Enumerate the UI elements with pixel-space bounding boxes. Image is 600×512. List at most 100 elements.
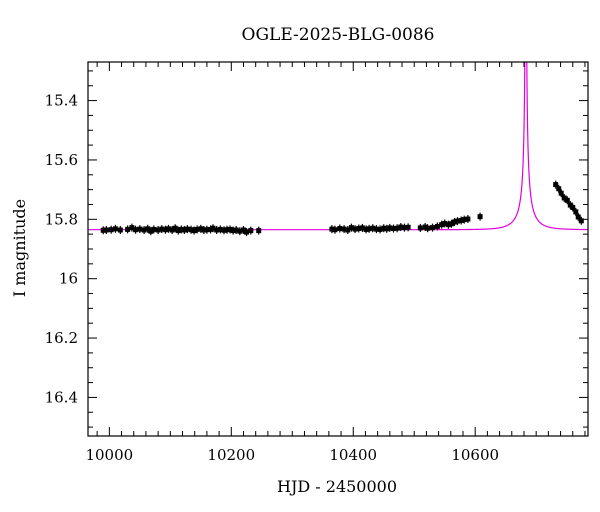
point-marker bbox=[210, 225, 216, 231]
data-point bbox=[356, 224, 362, 233]
data-point bbox=[141, 226, 147, 235]
point-marker bbox=[181, 227, 187, 233]
data-point bbox=[570, 203, 576, 212]
x-tick-label: 10000 bbox=[85, 446, 133, 464]
data-point bbox=[458, 216, 464, 225]
y-tick-label: 16.2 bbox=[45, 329, 78, 347]
point-marker bbox=[477, 214, 483, 220]
point-marker bbox=[332, 227, 338, 233]
point-marker bbox=[356, 226, 362, 232]
point-marker bbox=[448, 221, 454, 227]
data-point bbox=[117, 226, 123, 235]
data-point bbox=[155, 226, 161, 235]
data-point bbox=[169, 226, 175, 235]
point-marker bbox=[129, 225, 135, 231]
point-marker bbox=[442, 220, 448, 226]
point-marker bbox=[345, 227, 351, 233]
x-tick-label: 10600 bbox=[451, 446, 499, 464]
data-point bbox=[417, 223, 423, 232]
data-point bbox=[100, 226, 106, 235]
data-point bbox=[578, 216, 584, 225]
data-point bbox=[201, 226, 207, 235]
data-point bbox=[129, 223, 135, 232]
data-point bbox=[430, 223, 436, 232]
data-point bbox=[112, 224, 118, 233]
data-point bbox=[198, 224, 204, 233]
point-marker bbox=[188, 227, 194, 233]
data-point bbox=[248, 226, 254, 235]
data-point bbox=[439, 220, 445, 229]
point-marker bbox=[451, 219, 457, 225]
data-point bbox=[244, 228, 250, 237]
point-marker bbox=[256, 228, 262, 234]
point-marker bbox=[370, 225, 376, 231]
point-marker bbox=[387, 225, 393, 231]
data-point bbox=[337, 224, 343, 233]
point-marker bbox=[248, 228, 254, 234]
point-marker bbox=[233, 227, 239, 233]
point-marker bbox=[384, 226, 390, 232]
data-point bbox=[348, 223, 354, 232]
data-point bbox=[477, 212, 483, 221]
data-point bbox=[210, 224, 216, 233]
data-point bbox=[553, 180, 559, 189]
point-marker bbox=[159, 226, 165, 232]
point-marker bbox=[108, 227, 114, 233]
point-marker bbox=[405, 224, 411, 230]
data-point bbox=[341, 225, 347, 234]
data-point bbox=[191, 226, 197, 235]
y-tick-label: 16.4 bbox=[45, 388, 78, 406]
plot-frame bbox=[87, 61, 589, 437]
chart-title: OGLE-2025-BLG-0086 bbox=[242, 25, 435, 45]
point-marker bbox=[398, 224, 404, 230]
data-point bbox=[352, 225, 358, 234]
data-point bbox=[384, 224, 390, 233]
point-marker bbox=[377, 226, 383, 232]
point-marker bbox=[439, 222, 445, 228]
point-marker bbox=[194, 226, 200, 232]
data-point bbox=[394, 224, 400, 233]
point-marker bbox=[165, 226, 171, 232]
data-point bbox=[165, 224, 171, 233]
point-marker bbox=[465, 216, 471, 222]
point-marker bbox=[458, 218, 464, 224]
point-marker bbox=[430, 225, 436, 231]
point-marker bbox=[445, 222, 451, 228]
data-point bbox=[137, 225, 143, 234]
point-marker bbox=[417, 225, 423, 231]
data-point bbox=[172, 224, 178, 233]
data-point bbox=[387, 223, 393, 232]
data-point bbox=[108, 225, 114, 234]
data-point bbox=[221, 226, 227, 235]
point-marker bbox=[578, 218, 584, 224]
data-point bbox=[227, 225, 233, 234]
data-point bbox=[237, 227, 243, 236]
point-marker bbox=[172, 225, 178, 231]
point-marker bbox=[227, 226, 233, 232]
data-point bbox=[564, 196, 570, 205]
point-marker bbox=[570, 204, 576, 210]
data-point bbox=[363, 225, 369, 234]
data-point bbox=[448, 219, 454, 228]
point-marker bbox=[573, 209, 579, 215]
data-point bbox=[461, 215, 467, 224]
data-point bbox=[194, 225, 200, 234]
data-point bbox=[256, 226, 262, 235]
point-marker bbox=[230, 228, 236, 234]
data-point bbox=[224, 225, 230, 234]
data-point bbox=[103, 226, 109, 235]
data-point bbox=[159, 225, 165, 234]
point-marker bbox=[217, 226, 223, 232]
point-marker bbox=[553, 182, 559, 188]
point-marker bbox=[224, 227, 230, 233]
data-point bbox=[465, 215, 471, 224]
data-point bbox=[181, 226, 187, 235]
data-point bbox=[575, 212, 581, 221]
data-point bbox=[345, 226, 351, 235]
point-marker bbox=[155, 227, 161, 233]
data-point bbox=[175, 226, 181, 235]
point-marker bbox=[381, 225, 387, 231]
data-point bbox=[178, 225, 184, 234]
point-marker bbox=[175, 228, 181, 234]
